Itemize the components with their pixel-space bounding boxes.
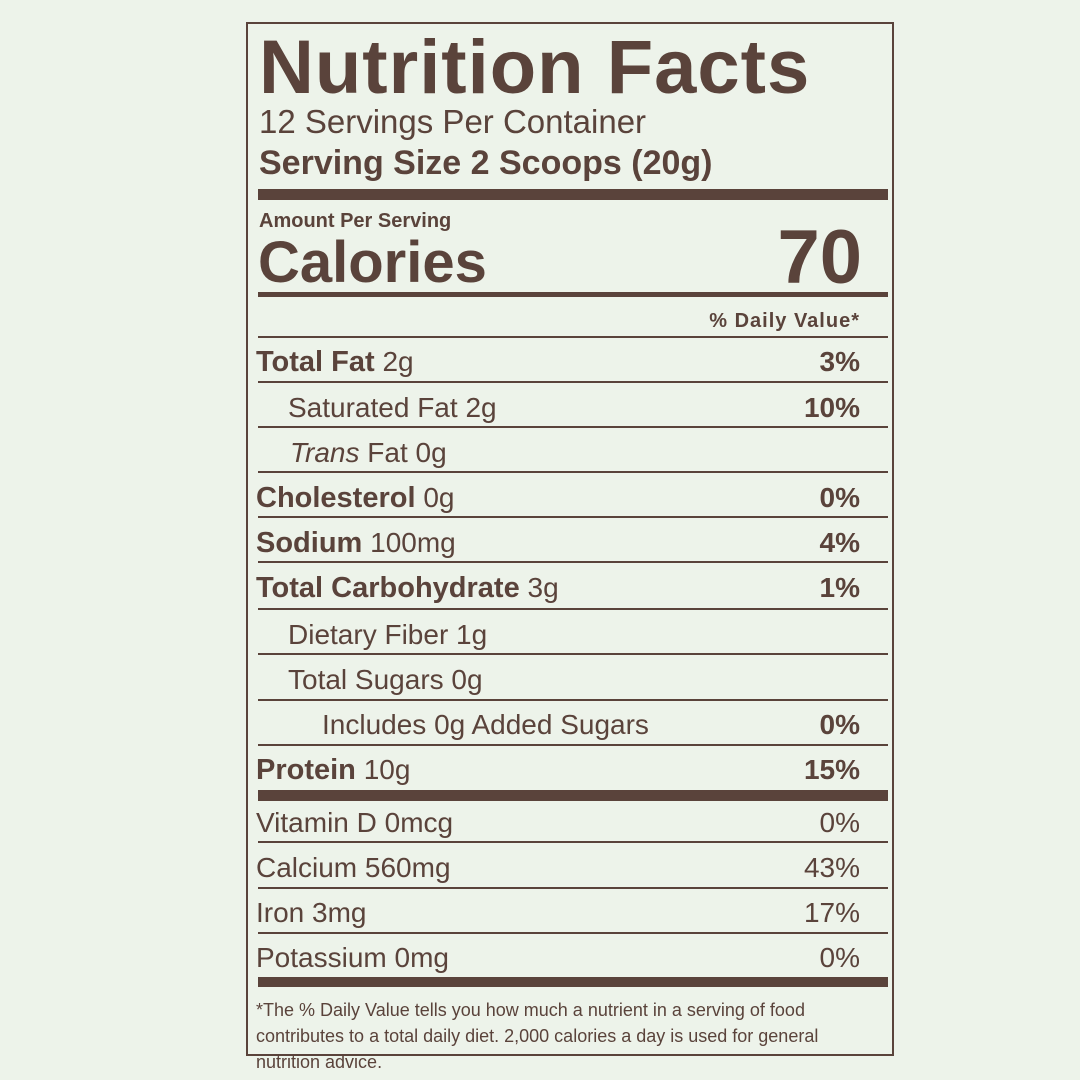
row-divider bbox=[258, 426, 888, 428]
nutrient-name: Sodium bbox=[256, 527, 363, 559]
vitamin-row-potassium: Potassium 0mg bbox=[256, 942, 449, 973]
nutrient-row-total-carbohydrate: Total Carbohydrate 3g bbox=[256, 572, 559, 605]
nutrient-name-italic: Trans bbox=[290, 437, 360, 468]
nutrient-name: Total Fat bbox=[256, 346, 375, 378]
row-divider bbox=[258, 932, 888, 934]
vitamin-dv: 0% bbox=[819, 942, 860, 973]
nutrient-amount: 10g bbox=[363, 754, 411, 785]
nutrient-row-protein: Protein 10g bbox=[256, 754, 410, 787]
thick-divider bbox=[258, 189, 888, 200]
vitamin-row-vitamin-d: Vitamin D 0mcg bbox=[256, 807, 454, 838]
nutrient-name: Total Sugars bbox=[288, 664, 444, 695]
nutrient-name: Dietary Fiber bbox=[288, 619, 449, 650]
nutrient-amount: 2g bbox=[465, 392, 497, 423]
nutrient-dv: 1% bbox=[819, 572, 860, 603]
nutrient-amount: 3g bbox=[527, 572, 559, 603]
nutrient-amount: 0g bbox=[415, 437, 447, 468]
nutrient-name: Total Carbohydrate bbox=[256, 572, 520, 604]
row-divider bbox=[258, 744, 888, 746]
nutrition-facts-label: Nutrition Facts 12 Servings Per Containe… bbox=[246, 22, 894, 1072]
nutrient-name: Fat bbox=[367, 437, 408, 468]
nutrient-row-sodium: Sodium 100mg bbox=[256, 527, 456, 560]
nutrient-dv: 10% bbox=[803, 392, 860, 423]
nutrient-dv: 0% bbox=[819, 709, 860, 740]
row-divider bbox=[258, 336, 888, 338]
row-divider bbox=[258, 381, 888, 383]
row-divider bbox=[258, 841, 888, 843]
nutrient-row-total-sugars: Total Sugars 0g bbox=[288, 664, 483, 696]
nutrient-amount: 1g bbox=[456, 619, 488, 650]
vitamin-dv: 43% bbox=[803, 852, 860, 883]
medium-divider bbox=[258, 292, 888, 297]
row-divider bbox=[258, 608, 888, 610]
nutrient-row-saturated-fat: Saturated Fat 2g bbox=[288, 392, 497, 424]
amount-per-serving: Amount Per Serving bbox=[259, 210, 452, 232]
thick-divider bbox=[258, 790, 888, 801]
nutrient-name: Protein bbox=[256, 754, 356, 786]
calories-label: Calories bbox=[258, 230, 487, 295]
nutrient-amount: 2g bbox=[382, 346, 414, 377]
row-divider bbox=[258, 653, 888, 655]
vitamin-row-calcium: Calcium 560mg bbox=[256, 852, 451, 883]
vitamin-dv: 0% bbox=[819, 807, 860, 838]
servings-per-container: 12 Servings Per Container bbox=[259, 103, 647, 140]
nutrient-dv: 0% bbox=[819, 482, 860, 513]
nutrient-dv: 4% bbox=[819, 527, 860, 558]
thick-divider bbox=[258, 977, 888, 987]
nutrient-name: Cholesterol bbox=[256, 482, 416, 514]
serving-size: Serving Size 2 Scoops (20g) bbox=[259, 144, 713, 182]
calories-value: 70 bbox=[777, 215, 862, 300]
daily-value-header: % Daily Value* bbox=[709, 310, 860, 332]
row-divider bbox=[258, 887, 888, 889]
nutrient-row-dietary-fiber: Dietary Fiber 1g bbox=[288, 619, 487, 651]
vitamin-dv: 17% bbox=[803, 897, 860, 928]
nutrient-amount: 0g bbox=[423, 482, 455, 513]
nutrient-row-cholesterol: Cholesterol 0g bbox=[256, 482, 454, 515]
nutrient-dv: 15% bbox=[803, 754, 860, 785]
nutrient-dv: 3% bbox=[819, 346, 860, 377]
nutrient-row-added-sugars: Includes 0g Added Sugars bbox=[322, 709, 649, 741]
row-divider bbox=[258, 561, 888, 563]
row-divider bbox=[258, 471, 888, 473]
nutrient-row-total-fat: Total Fat 2g bbox=[256, 346, 414, 379]
nutrient-name: Saturated Fat bbox=[288, 392, 458, 423]
row-divider bbox=[258, 699, 888, 701]
footnote: *The % Daily Value tells you how much a … bbox=[256, 1000, 819, 1072]
nutrient-name: Includes 0g Added Sugars bbox=[322, 709, 649, 740]
row-divider bbox=[258, 516, 888, 518]
nutrient-amount: 100mg bbox=[370, 527, 456, 558]
vitamin-row-iron: Iron 3mg bbox=[256, 897, 367, 928]
nutrient-amount: 0g bbox=[451, 664, 483, 695]
label-title: Nutrition Facts bbox=[259, 25, 811, 110]
nutrient-row-trans-fat: Trans Fat 0g bbox=[290, 437, 447, 469]
